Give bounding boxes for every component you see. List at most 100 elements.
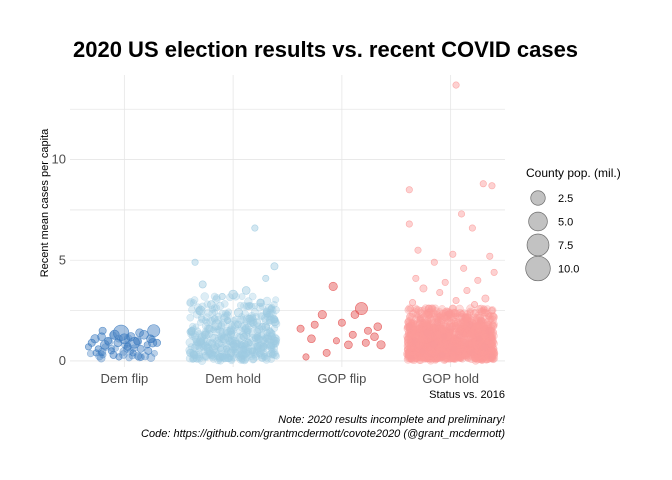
legend-key-circle [530,190,546,206]
data-point [249,347,257,355]
legend-title: County pop. (mil.) [526,166,621,180]
series-gop-flip [296,281,386,361]
data-point [200,292,209,301]
data-point [253,342,261,350]
data-point [444,318,452,327]
data-point [133,336,142,346]
data-point [187,326,196,335]
data-point [481,308,490,317]
data-point [219,334,230,344]
data-point [84,343,92,351]
data-point [444,308,453,317]
data-point [364,326,372,335]
data-point [104,336,112,345]
data-point [430,258,438,266]
data-point [186,327,195,336]
data-point [268,310,277,319]
data-point [209,344,219,354]
series-dem-hold [185,224,281,365]
data-point [440,333,448,341]
y-tick-labels: 0 5 10 [52,152,66,368]
data-point [348,330,357,339]
data-point [148,338,158,348]
legend-label: 7.5 [558,240,573,252]
data-point [412,305,421,314]
data-point [307,334,316,344]
data-point [405,322,414,331]
y-axis-title: Recent mean cases per capita [39,128,51,277]
data-point [268,351,276,359]
data-point [407,355,415,363]
data-point [262,274,270,282]
data-point [261,316,271,325]
data-point [451,337,460,345]
data-point [100,340,110,350]
data-point [471,301,479,309]
data-point [475,335,483,343]
data-point [414,246,422,254]
data-point [92,349,100,357]
data-point [216,352,225,361]
data-point [90,334,100,344]
data-point [407,305,415,313]
data-point [257,351,266,360]
data-point [452,297,460,305]
data-point [477,316,486,325]
data-point [144,346,153,355]
data-point [405,186,413,194]
data-point [228,289,238,300]
data-point [213,337,222,346]
data-point [98,326,107,335]
data-point [412,274,420,282]
data-point [135,328,144,338]
data-point [457,350,467,359]
data-point [434,319,442,327]
data-point [486,252,494,260]
data-point [242,325,250,333]
data-point [355,302,368,316]
data-point [419,284,428,293]
data-point [86,349,95,358]
data-point [190,350,198,359]
data-point [425,311,433,319]
data-point [457,313,466,321]
data-point [244,338,253,347]
series-gop-hold [403,81,499,365]
data-point [247,312,257,321]
data-point [249,355,258,363]
data-point [438,351,446,359]
data-point [261,322,271,331]
data-point [219,313,229,323]
data-point [262,296,272,306]
data-point [449,250,457,258]
data-point [223,345,231,353]
data-point [438,305,446,313]
data-point [416,355,425,364]
data-point [470,309,479,318]
data-point [447,325,455,333]
data-point [450,345,458,353]
data-point [466,321,474,329]
data-point [485,316,494,325]
data-point [468,349,476,357]
data-point [270,333,280,342]
data-point [139,330,149,340]
data-point [143,341,151,349]
data-point [463,286,471,294]
data-point [485,327,493,335]
data-point [187,331,195,339]
data-point [488,315,498,325]
data-point [185,338,195,347]
legend-key-circle [528,211,548,232]
data-point [406,312,414,321]
data-point [201,317,209,324]
data-point [246,301,254,309]
data-point [209,351,219,361]
data-point [136,344,145,353]
data-point [441,278,449,286]
data-point [147,324,161,338]
data-point [227,330,235,339]
data-points [84,81,499,365]
data-point [218,309,226,317]
data-point [186,299,194,307]
